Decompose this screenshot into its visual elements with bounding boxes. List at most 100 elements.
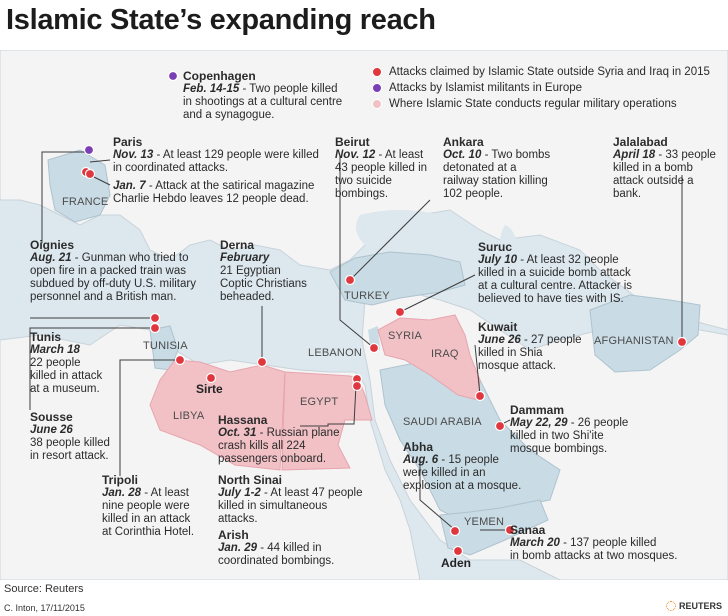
afghanistan-shape	[589, 294, 701, 373]
legend: Attacks claimed by Islamic State outside…	[372, 64, 710, 112]
place-name: Abha	[403, 440, 433, 454]
attack-text: personnel and a British man.	[30, 291, 177, 303]
place-name: Beirut	[335, 135, 370, 149]
legend-item-is-operations: Where Islamic State conducts regular mil…	[372, 96, 710, 112]
attack-date: Nov. 13	[113, 149, 154, 161]
attack-text: bank.	[613, 188, 642, 200]
attack-date: March 18	[30, 344, 80, 356]
attack-text: - At least	[144, 487, 189, 499]
attack-text: at a cultural centre. Attacker is	[478, 280, 633, 292]
attack-text: attack outside a	[613, 175, 694, 187]
attack-date: Jan. 28	[102, 487, 141, 499]
attack-text: beheaded.	[220, 291, 275, 303]
attack-text: 43 people killed in	[335, 162, 428, 174]
attack-text: coordinated bombings.	[218, 555, 335, 567]
attack-text: - At least 129 people were killed	[156, 149, 319, 161]
annotation-paris: Paris Nov. 13 - At least 129 people were…	[113, 135, 319, 206]
attack-date: March 20	[510, 537, 560, 549]
annotation-copenhagen: Copenhagen Feb. 14-15 - Two people kille…	[183, 69, 342, 122]
attack-text: - 27 people	[524, 334, 582, 346]
attack-date: Nov. 12	[335, 149, 376, 161]
map-canvas	[0, 50, 728, 580]
attack-text: killed in attack	[30, 370, 103, 382]
annotation-abha: Abha Aug. 6 - 15 people were killed in a…	[403, 440, 521, 493]
place-name: Hassana	[218, 413, 268, 427]
marker-paris-purple	[83, 144, 95, 156]
annotation-dammam: Dammam May 22, 29 - 26 people killed in …	[510, 403, 628, 456]
place-name: Ankara	[443, 135, 484, 149]
attack-text: - Two people killed	[242, 83, 338, 95]
marker-copenhagen	[167, 70, 179, 82]
place-name: Kuwait	[478, 320, 518, 334]
attack-date: Jan. 7	[113, 180, 146, 192]
attack-markers	[80, 70, 688, 557]
marker-jalalabad	[676, 336, 688, 348]
label-saudi-arabia: SAUDI ARABIA	[403, 416, 482, 428]
attack-date: Aug. 21	[30, 252, 72, 264]
attack-date: July 10	[478, 254, 517, 266]
attack-text: in coordinated attacks.	[113, 162, 229, 174]
attack-text: killed in a bomb	[613, 162, 693, 174]
reuters-logo-icon	[665, 601, 676, 611]
leader-oignies	[41, 151, 85, 243]
attack-text: at Corinthia Hotel.	[102, 526, 195, 538]
credit-note: C. Inton, 17/11/2015	[4, 603, 85, 613]
attack-text: Charlie Hebdo leaves 12 people dead.	[113, 193, 309, 205]
attack-text: killed in simultaneous	[218, 500, 328, 512]
attack-text: - Two bombs	[484, 149, 551, 161]
place-name: Copenhagen	[183, 69, 256, 83]
attack-text: 102 people.	[443, 188, 504, 200]
attack-text: - 26 people	[570, 417, 629, 429]
attack-text: in shootings at a cultural centre	[183, 96, 343, 108]
attack-text: - At least 47 people	[264, 487, 363, 499]
place-name: North Sinai	[218, 473, 283, 487]
label-iraq: IRAQ	[431, 348, 459, 360]
leader-suruc	[399, 274, 476, 313]
annotation-north-sinai: North Sinai July 1-2 - At least 47 peopl…	[218, 473, 363, 526]
libya-is-zone	[149, 359, 286, 471]
leader-tripoli	[119, 359, 178, 476]
legend-item-europe-attacks: Attacks by Islamist militants in Europe	[372, 80, 710, 96]
city-sirte: Sirte	[196, 382, 223, 396]
attack-text: railway station killing	[443, 175, 548, 187]
attack-date: Oct. 31	[218, 427, 257, 439]
place-name: Jalalabad	[613, 135, 668, 149]
attack-text: killed in a suicide bomb attack	[478, 267, 631, 279]
label-yemen: YEMEN	[464, 516, 505, 528]
leader-sousse	[29, 327, 152, 410]
annotation-tunis: Tunis March 18 22 people killed in attac…	[30, 330, 102, 396]
attack-text: attacks.	[218, 513, 258, 525]
place-name: Oignies	[30, 238, 75, 252]
marker-paris-2	[84, 168, 96, 180]
place-name: Dammam	[510, 403, 565, 417]
marker-tunis	[149, 312, 161, 324]
place-name: Arish	[218, 528, 249, 542]
attack-text: nine people were	[102, 500, 190, 512]
annotation-sousse: Sousse June 26 38 people killed in resor…	[30, 410, 110, 463]
egypt-is-zone	[281, 371, 373, 471]
marker-sanaa	[504, 524, 516, 536]
label-egypt: EGYPT	[300, 396, 339, 408]
europe-land	[0, 50, 728, 331]
attack-text: open fire in a packed train was	[30, 265, 186, 277]
syria-iraq-is-zone	[377, 314, 481, 401]
marker-tripoli	[174, 354, 186, 366]
attack-text: - 137 people killed	[563, 537, 657, 549]
place-name: Tripoli	[102, 473, 138, 487]
marker-aden	[452, 545, 464, 557]
attack-text: subdued by off-duty U.S. military	[30, 278, 196, 290]
annotation-jalalabad: Jalalabad April 18 - 33 people killed in…	[613, 135, 716, 201]
attack-text: - Attack at the satirical magazine	[148, 180, 315, 192]
attack-text: and a synagogue.	[183, 109, 275, 121]
attack-text: believed to have ties with IS.	[478, 293, 624, 305]
legend-swatch-purple	[372, 83, 382, 93]
attack-text: 22 people	[30, 357, 81, 369]
place-name: Derna	[220, 238, 255, 252]
attack-text: mosque bombings.	[510, 443, 608, 455]
attack-text: in bomb attacks at two mosques.	[510, 550, 678, 562]
annotation-arish: Arish Jan. 29 - 44 killed in coordinated…	[218, 528, 334, 568]
attack-text: passengers onboard.	[218, 453, 327, 465]
attack-text: - Russian plane	[259, 427, 340, 439]
attack-text: killed in Shia	[478, 347, 543, 359]
